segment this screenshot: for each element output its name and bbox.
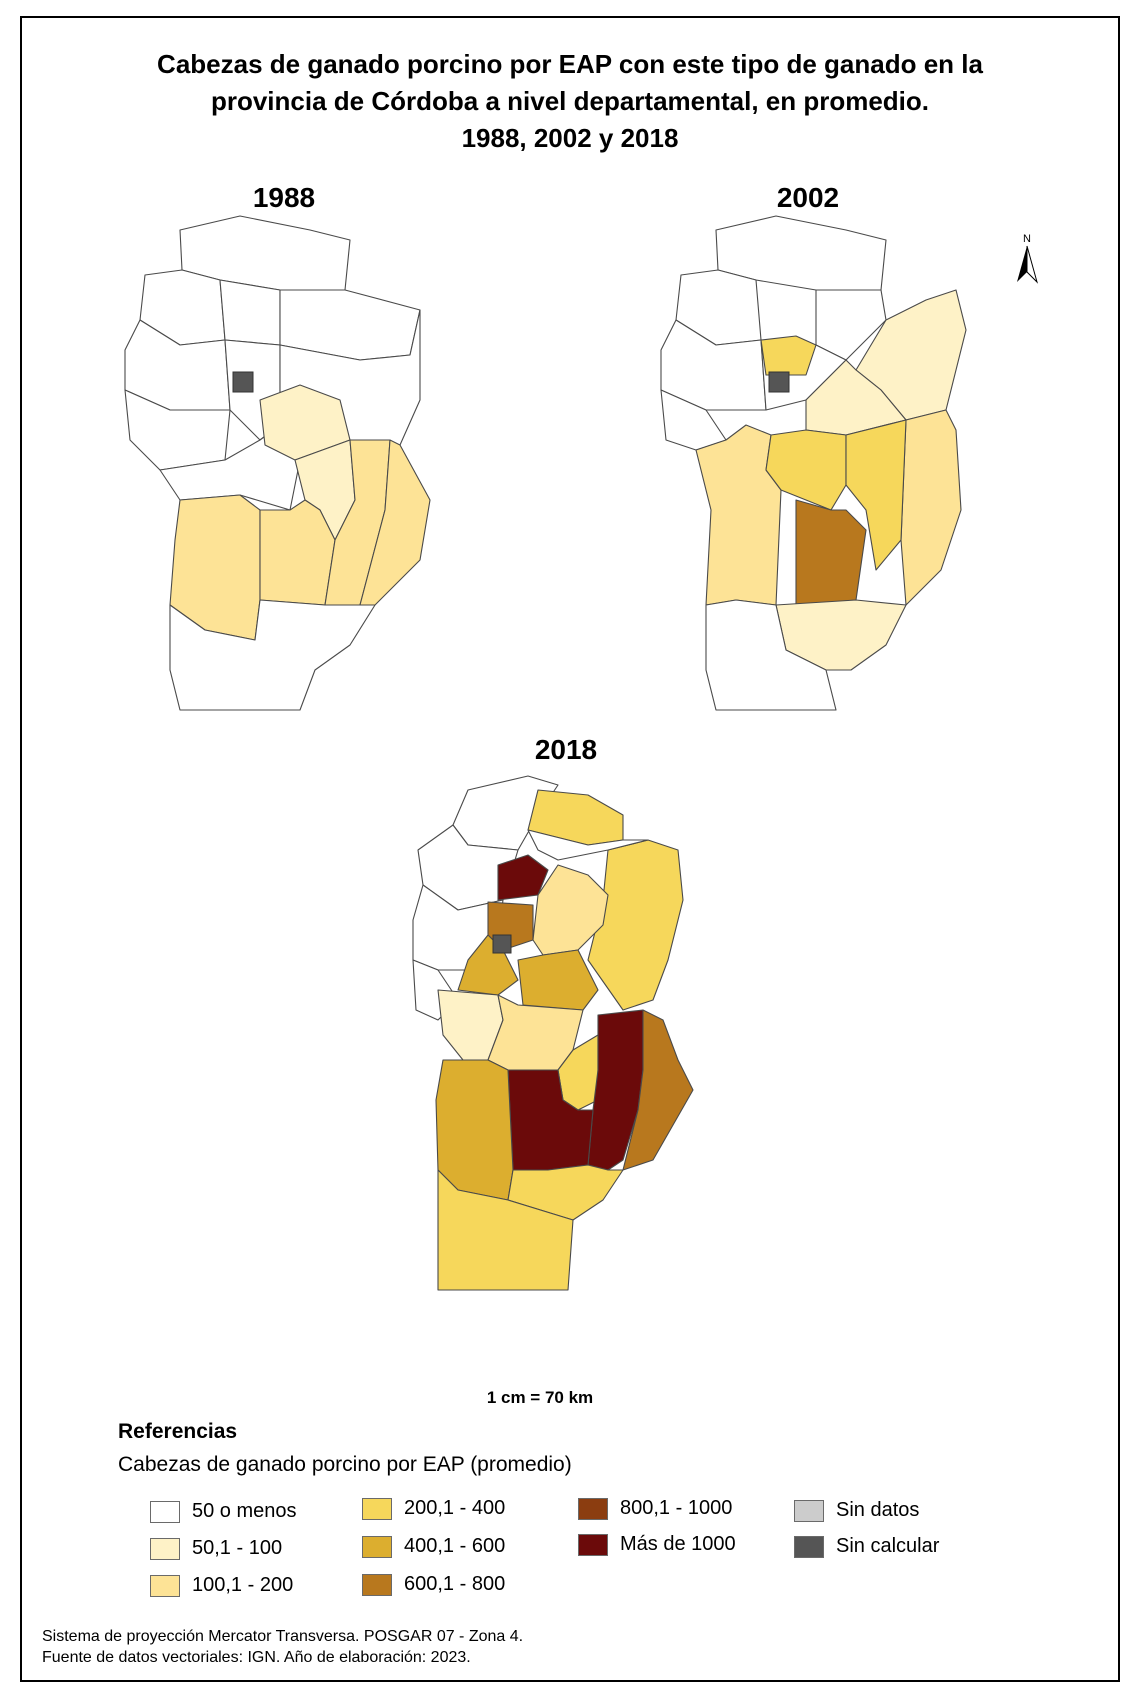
legend-swatch: [150, 1574, 180, 1597]
scale-label: 1 cm = 70 km: [486, 1388, 594, 1407]
dept-2002-y1: [760, 335, 817, 376]
legend-item-3: 200,1 - 400: [362, 1497, 505, 1520]
legend-item-5: 600,1 - 800: [362, 1573, 505, 1596]
dept-2018-b2: [622, 1009, 694, 1171]
legend-swatch: [150, 1537, 180, 1560]
dept-1988-s1: [169, 599, 376, 711]
dept-2018-r1: [497, 854, 549, 901]
dept-1988-l4: [359, 439, 431, 606]
legend-swatch: [578, 1497, 608, 1520]
dept-2018-o2: [517, 949, 599, 1011]
title-line-2: provincia de Córdoba a nivel departament…: [210, 86, 930, 116]
footer-source: Fuente de datos vectoriales: IGN. Año de…: [42, 1649, 471, 1666]
legend-item-8: Sin datos: [794, 1499, 919, 1522]
legend-swatch: [794, 1535, 824, 1558]
legend-label: 100,1 - 200: [192, 1574, 294, 1596]
map-frame: [20, 16, 1120, 1682]
year-label-2018: 2018: [534, 734, 598, 765]
legend-label: 50,1 - 100: [192, 1537, 283, 1559]
legend-item-9: Sin calcular: [794, 1535, 939, 1558]
year-label-2002: 2002: [776, 182, 840, 213]
legend-subtitle: Cabezas de ganado porcino por EAP (prome…: [118, 1453, 572, 1476]
legend-item-2: 100,1 - 200: [150, 1574, 293, 1597]
legend-swatch: [794, 1499, 824, 1522]
legend-swatch: [578, 1533, 608, 1556]
legend-label: 50 o menos: [192, 1500, 297, 1522]
dept-2002-y3: [845, 419, 907, 571]
legend-label: Sin datos: [836, 1499, 920, 1521]
legend-swatch: [362, 1573, 392, 1596]
legend-title: Referencias: [118, 1420, 238, 1443]
sin-calcular-1988: [232, 371, 254, 393]
legend-label: Más de 1000: [620, 1533, 736, 1555]
footer-projection: Sistema de proyección Mercator Transvers…: [42, 1628, 524, 1645]
legend-label: 200,1 - 400: [404, 1497, 506, 1519]
north-label: N: [1023, 233, 1031, 245]
title-line-1: Cabezas de ganado porcino por EAP con es…: [157, 49, 983, 79]
map-2018: [412, 775, 694, 1291]
dept-2018-n3: [527, 829, 649, 861]
map-title: Cabezas de ganado porcino por EAP con es…: [40, 46, 1100, 157]
footer-notes: Sistema de proyección Mercator Transvers…: [42, 1626, 523, 1668]
legend-label: Sin calcular: [836, 1535, 940, 1557]
legend-swatch: [362, 1535, 392, 1558]
legend-label: 400,1 - 600: [404, 1535, 506, 1557]
legend-swatch: [150, 1500, 180, 1523]
sin-calcular-2018: [492, 934, 512, 954]
north-arrow-icon: N: [1017, 233, 1038, 284]
sin-calcular-2002: [768, 371, 790, 393]
legend-item-6: 800,1 - 1000: [578, 1497, 732, 1520]
legend-item-1: 50,1 - 100: [150, 1537, 282, 1560]
year-label-1988: 1988: [252, 182, 316, 213]
dept-2018-l1: [532, 864, 609, 956]
legend-item-0: 50 o menos: [150, 1500, 297, 1523]
dept-2002-n3: [815, 289, 887, 361]
legend-label: 600,1 - 800: [404, 1573, 506, 1595]
dept-2002-l2: [900, 409, 962, 606]
map-2002: [660, 215, 967, 711]
legend-item-4: 400,1 - 600: [362, 1535, 505, 1558]
legend-label: 800,1 - 1000: [620, 1497, 733, 1519]
legend-swatch: [362, 1497, 392, 1520]
title-line-3: 1988, 2002 y 2018: [461, 123, 679, 153]
map-1988: [124, 215, 431, 711]
dept-2018-y5: [437, 1169, 574, 1291]
dept-2002-s1: [705, 599, 837, 711]
legend-item-7: Más de 1000: [578, 1533, 736, 1556]
dept-2002-b1: [795, 499, 867, 606]
dept-1988-n3: [219, 279, 281, 346]
